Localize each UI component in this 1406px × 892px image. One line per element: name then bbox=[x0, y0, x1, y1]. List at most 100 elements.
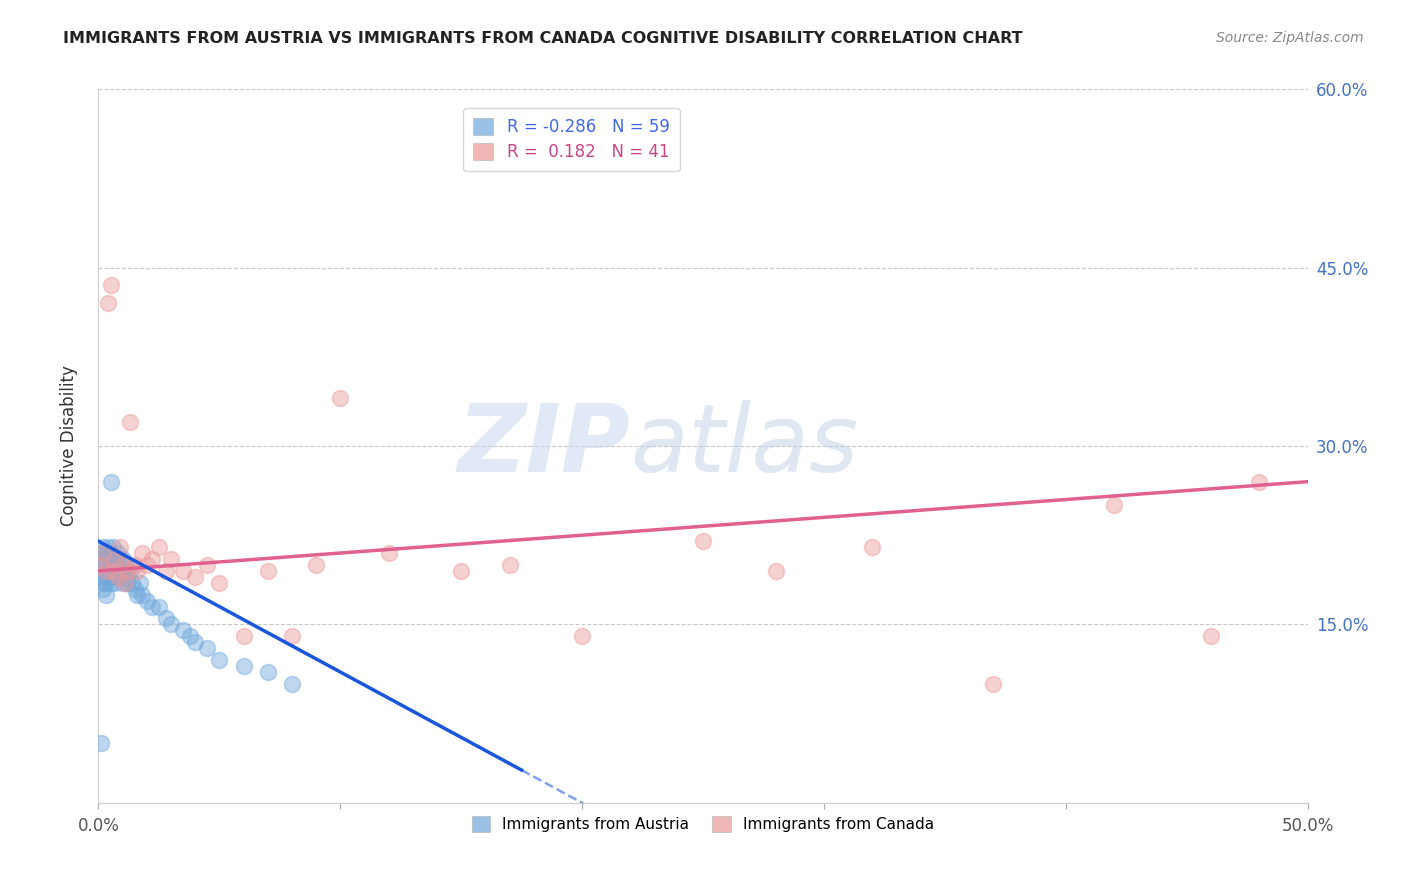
Point bbox=[571, 629, 593, 643]
Point bbox=[111, 564, 134, 578]
Point bbox=[97, 540, 120, 554]
Point bbox=[377, 546, 399, 560]
Point bbox=[97, 552, 120, 566]
Point bbox=[91, 552, 114, 566]
Point bbox=[90, 546, 112, 560]
Point bbox=[94, 564, 117, 578]
Point bbox=[91, 540, 114, 554]
Point bbox=[100, 575, 122, 590]
Point bbox=[97, 570, 120, 584]
Point bbox=[100, 546, 122, 560]
Text: IMMIGRANTS FROM AUSTRIA VS IMMIGRANTS FROM CANADA COGNITIVE DISABILITY CORRELATI: IMMIGRANTS FROM AUSTRIA VS IMMIGRANTS FR… bbox=[63, 31, 1024, 46]
Point bbox=[155, 564, 177, 578]
Point bbox=[101, 558, 124, 572]
Point bbox=[107, 558, 129, 572]
Point bbox=[104, 575, 127, 590]
Point bbox=[195, 641, 218, 656]
Point bbox=[692, 534, 714, 549]
Point bbox=[172, 624, 194, 638]
Point bbox=[107, 570, 129, 584]
Point bbox=[121, 575, 143, 590]
Point bbox=[208, 575, 231, 590]
Point bbox=[104, 564, 127, 578]
Point bbox=[91, 575, 114, 590]
Point bbox=[148, 599, 170, 614]
Point bbox=[124, 558, 146, 572]
Text: Source: ZipAtlas.com: Source: ZipAtlas.com bbox=[1216, 31, 1364, 45]
Point bbox=[172, 564, 194, 578]
Point bbox=[127, 588, 149, 602]
Point bbox=[155, 611, 177, 625]
Point bbox=[91, 582, 114, 596]
Point bbox=[100, 475, 122, 489]
Point bbox=[281, 629, 304, 643]
Point bbox=[97, 564, 120, 578]
Point bbox=[498, 558, 520, 572]
Point bbox=[256, 564, 278, 578]
Point bbox=[111, 552, 134, 566]
Point bbox=[101, 564, 124, 578]
Point bbox=[131, 546, 153, 560]
Point bbox=[118, 415, 141, 429]
Point bbox=[90, 564, 112, 578]
Point bbox=[118, 564, 141, 578]
Point bbox=[141, 552, 163, 566]
Point bbox=[281, 677, 304, 691]
Text: ZIP: ZIP bbox=[457, 400, 630, 492]
Point bbox=[305, 558, 328, 572]
Point bbox=[179, 629, 201, 643]
Point bbox=[101, 540, 124, 554]
Point bbox=[127, 564, 149, 578]
Point bbox=[94, 588, 117, 602]
Text: atlas: atlas bbox=[630, 401, 859, 491]
Point bbox=[97, 296, 120, 310]
Point bbox=[94, 558, 117, 572]
Point bbox=[232, 629, 254, 643]
Point bbox=[208, 653, 231, 667]
Point bbox=[107, 546, 129, 560]
Point bbox=[135, 593, 157, 607]
Point bbox=[101, 570, 124, 584]
Point bbox=[91, 570, 114, 584]
Point bbox=[256, 665, 278, 679]
Point bbox=[111, 575, 134, 590]
Point bbox=[160, 552, 183, 566]
Point bbox=[111, 558, 134, 572]
Point bbox=[860, 540, 883, 554]
Point bbox=[232, 659, 254, 673]
Point bbox=[765, 564, 787, 578]
Point bbox=[100, 278, 122, 293]
Point bbox=[94, 546, 117, 560]
Point bbox=[114, 564, 136, 578]
Point bbox=[184, 570, 207, 584]
Point bbox=[94, 575, 117, 590]
Point bbox=[329, 392, 352, 406]
Legend: Immigrants from Austria, Immigrants from Canada: Immigrants from Austria, Immigrants from… bbox=[465, 810, 941, 838]
Point bbox=[114, 575, 136, 590]
Point bbox=[90, 736, 112, 750]
Point bbox=[160, 617, 183, 632]
Point bbox=[195, 558, 218, 572]
Point bbox=[108, 540, 131, 554]
Point bbox=[104, 552, 127, 566]
Point bbox=[1199, 629, 1222, 643]
Point bbox=[141, 599, 163, 614]
Point bbox=[117, 575, 139, 590]
Point bbox=[1102, 499, 1125, 513]
Point bbox=[100, 564, 122, 578]
Point bbox=[131, 588, 153, 602]
Point bbox=[184, 635, 207, 649]
Point bbox=[91, 546, 114, 560]
Point bbox=[148, 540, 170, 554]
Point bbox=[135, 558, 157, 572]
Point bbox=[108, 558, 131, 572]
Point bbox=[107, 564, 129, 578]
Point bbox=[104, 552, 127, 566]
Point bbox=[90, 558, 112, 572]
Point bbox=[117, 570, 139, 584]
Point bbox=[117, 564, 139, 578]
Point bbox=[450, 564, 472, 578]
Point bbox=[124, 582, 146, 596]
Point bbox=[114, 558, 136, 572]
Point bbox=[94, 564, 117, 578]
